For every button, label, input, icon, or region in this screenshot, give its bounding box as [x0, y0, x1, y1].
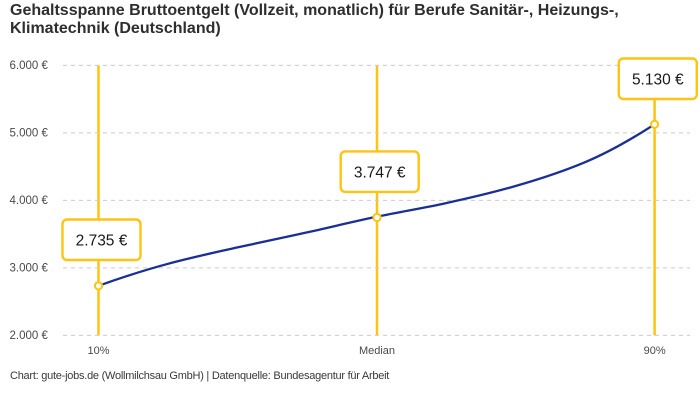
svg-text:5.000 €: 5.000 € — [10, 128, 49, 140]
svg-text:90%: 90% — [644, 345, 666, 357]
svg-text:4.000 €: 4.000 € — [10, 195, 49, 207]
svg-text:2.735 €: 2.735 € — [76, 233, 128, 250]
svg-text:2.000 €: 2.000 € — [10, 330, 49, 342]
svg-text:10%: 10% — [87, 345, 109, 357]
svg-text:3.000 €: 3.000 € — [10, 263, 49, 275]
svg-text:Median: Median — [359, 345, 395, 357]
svg-text:3.747 €: 3.747 € — [354, 165, 406, 182]
svg-text:6.000 €: 6.000 € — [10, 60, 49, 72]
svg-text:5.130 €: 5.130 € — [632, 72, 684, 89]
